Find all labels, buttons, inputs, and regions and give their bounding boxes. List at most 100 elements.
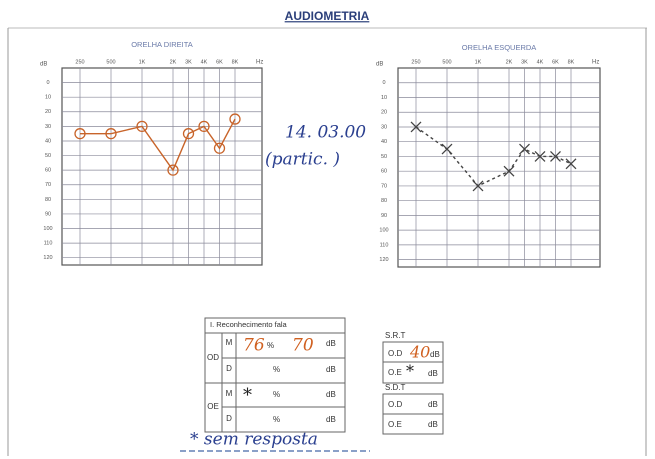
form-title: I. Reconhecimento fala bbox=[210, 320, 288, 329]
y-tick-label: 110 bbox=[44, 241, 53, 247]
y-tick-label: 60 bbox=[381, 169, 387, 175]
plot-frame bbox=[61, 67, 263, 266]
y-tick-label: 0 bbox=[382, 80, 385, 86]
threshold-marker bbox=[105, 128, 117, 140]
x-tick-label: 500 bbox=[442, 59, 451, 65]
threshold-marker bbox=[74, 128, 86, 140]
threshold-marker bbox=[503, 165, 515, 177]
y-tick-label: 90 bbox=[381, 213, 387, 219]
unit: dB bbox=[428, 369, 438, 378]
threshold-marker bbox=[565, 158, 577, 170]
x-tick-label: 4K bbox=[201, 59, 208, 65]
threshold-marker bbox=[167, 164, 179, 176]
threshold-marker bbox=[410, 121, 422, 133]
y-unit: dB bbox=[40, 62, 47, 68]
ear-label: O.E bbox=[388, 420, 402, 429]
y-tick-label: 100 bbox=[43, 226, 52, 232]
threshold-marker bbox=[519, 143, 530, 155]
unit: dB bbox=[428, 400, 438, 409]
y-tick-label: 70 bbox=[45, 182, 51, 188]
x-tick-label: 1K bbox=[475, 59, 482, 65]
row-label: M bbox=[226, 338, 233, 347]
y-tick-label: 30 bbox=[381, 124, 387, 130]
y-tick-label: 20 bbox=[45, 109, 51, 115]
note: (partic. ) bbox=[265, 150, 340, 170]
srt-sdt: S.R.T O.D 40 dB O.E * dB S.D.T O.D dB O.… bbox=[382, 331, 444, 435]
x-tick-label: 6K bbox=[552, 59, 559, 65]
threshold-marker bbox=[182, 128, 195, 140]
threshold-marker bbox=[136, 120, 148, 133]
ear-label: O.D bbox=[388, 349, 402, 358]
unit: dB bbox=[430, 350, 440, 359]
row-label: M bbox=[226, 389, 233, 398]
y-tick-label: 0 bbox=[46, 80, 49, 86]
x-tick-label: 3K bbox=[521, 59, 528, 65]
audiogram-title: ORELHA ESQUERDA bbox=[462, 43, 537, 52]
y-tick-label: 110 bbox=[380, 242, 389, 248]
x-tick-label: 8K bbox=[568, 59, 575, 65]
unit: dB bbox=[326, 365, 336, 374]
audiogram-title: ORELHA DIREITA bbox=[131, 40, 193, 49]
audiogram: ORELHA ESQUERDA dB Hz 250 500 1K 2K 3K 4K 6K 8K 0 10… bbox=[376, 43, 601, 268]
y-tick-label: 40 bbox=[45, 138, 51, 144]
y-tick-label: 120 bbox=[379, 257, 388, 263]
x-tick-label: 2K bbox=[506, 59, 513, 65]
ear-label: O.E bbox=[388, 368, 402, 377]
threshold-marker bbox=[472, 180, 484, 192]
unit: dB bbox=[326, 390, 336, 399]
unit: % bbox=[273, 390, 280, 399]
row-label: D bbox=[226, 364, 232, 373]
y-tick-label: 90 bbox=[45, 211, 51, 217]
y-tick-label: 20 bbox=[381, 110, 387, 116]
unit: % bbox=[267, 341, 274, 350]
x-tick-label: 4K bbox=[537, 59, 544, 65]
unit: % bbox=[273, 415, 280, 424]
y-tick-label: 50 bbox=[45, 153, 51, 159]
y-tick-label: 80 bbox=[45, 197, 51, 203]
unit: % bbox=[273, 365, 280, 374]
y-unit: dB bbox=[376, 62, 383, 68]
srt-title: S.R.T bbox=[385, 331, 406, 340]
date-note: 14. 03.00 bbox=[285, 123, 366, 143]
threshold-marker bbox=[441, 143, 453, 155]
srt-value: * bbox=[406, 362, 414, 381]
threshold-marker bbox=[534, 150, 546, 162]
page-title: AUDIOMETRIA bbox=[285, 9, 370, 23]
y-tick-label: 120 bbox=[43, 255, 52, 261]
y-tick-label: 30 bbox=[45, 124, 51, 130]
y-tick-label: 80 bbox=[381, 198, 387, 204]
unit: dB bbox=[326, 415, 336, 424]
threshold-line bbox=[415, 126, 572, 187]
ear-label: O.D bbox=[388, 400, 402, 409]
level: 70 bbox=[292, 336, 314, 356]
unit: dB bbox=[428, 420, 438, 429]
audiogram: ORELHA DIREITA dB Hz 250 500 1K 2K 3K 4K 6K 8K 0 10 2… bbox=[40, 40, 263, 266]
x-unit: Hz bbox=[592, 60, 599, 66]
y-tick-label: 10 bbox=[45, 95, 51, 101]
srt-value: 40 bbox=[409, 343, 430, 362]
x-tick-label: 3K bbox=[185, 59, 192, 65]
ear-label: OD bbox=[207, 353, 219, 362]
x-tick-label: 8K bbox=[232, 59, 239, 65]
x-tick-label: 250 bbox=[411, 59, 420, 65]
y-tick-label: 70 bbox=[381, 183, 387, 189]
y-tick-label: 40 bbox=[381, 139, 387, 145]
x-unit: Hz bbox=[256, 60, 263, 66]
y-tick-label: 50 bbox=[381, 154, 387, 160]
threshold-marker bbox=[213, 142, 226, 154]
threshold-marker bbox=[229, 113, 241, 125]
row-label: D bbox=[226, 414, 232, 423]
y-tick-label: 100 bbox=[379, 228, 388, 234]
score: * bbox=[243, 385, 252, 406]
x-tick-label: 500 bbox=[106, 59, 115, 65]
score: 76 bbox=[243, 336, 265, 356]
threshold-marker bbox=[198, 120, 210, 133]
x-tick-label: 250 bbox=[75, 59, 84, 65]
x-tick-label: 6K bbox=[216, 59, 223, 65]
speech-form: I. Reconhecimento fala OD OE M D M D 76 … bbox=[204, 317, 346, 433]
threshold-marker bbox=[550, 150, 561, 162]
y-tick-label: 60 bbox=[45, 168, 51, 174]
sdt-title: S.D.T bbox=[385, 383, 406, 392]
